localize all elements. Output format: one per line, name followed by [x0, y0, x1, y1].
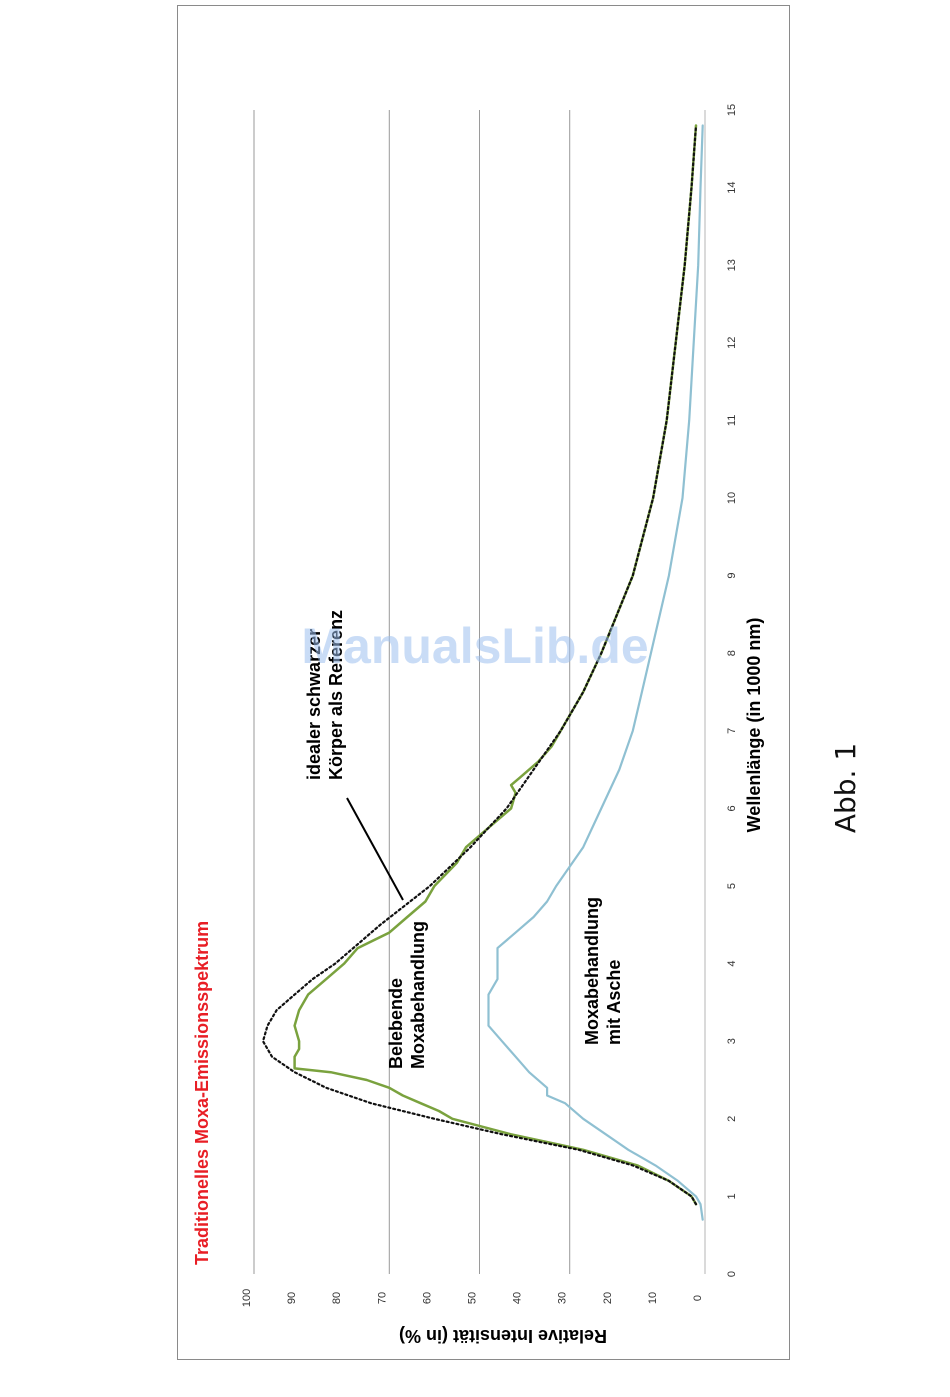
annotation-pointer-line — [346, 797, 404, 901]
figure-caption: Abb. 1 — [829, 743, 862, 833]
chart-frame — [177, 5, 790, 1360]
gridlines — [253, 110, 706, 1274]
y-tick-label: 10 — [647, 1292, 659, 1304]
annotation-asche: Moxabehandlung mit Asche — [582, 892, 624, 1045]
watermark: ManualsLib.de — [301, 618, 648, 674]
annotation-reference-line2: Körper als Referenz — [326, 610, 346, 780]
x-tick-label: 9 — [726, 573, 738, 579]
x-tick-label: 8 — [726, 650, 738, 656]
y-tick-label: 40 — [512, 1292, 524, 1304]
x-tick-label: 2 — [726, 1116, 738, 1122]
y-tick-label: 50 — [467, 1292, 479, 1304]
y-tick-label: 0 — [692, 1295, 704, 1301]
y-tick-label: 100 — [241, 1289, 253, 1307]
annotation-reference-line1: idealer schwarzer — [304, 629, 324, 780]
x-axis-title: Wellenlänge (in 1000 nm) — [744, 618, 764, 833]
series-group — [261, 124, 704, 1221]
annotation-belebende: Belebende Moxabehandlung — [386, 921, 428, 1069]
x-tick-label: 7 — [726, 728, 738, 734]
y-tick-label: 80 — [331, 1292, 343, 1304]
x-tick-label: 15 — [726, 104, 738, 116]
annotation-belebende-line1: Belebende — [386, 978, 406, 1069]
x-tick-label: 13 — [726, 259, 738, 271]
annotation-asche-line1: Moxabehandlung — [582, 897, 602, 1045]
y-tick-label: 70 — [376, 1292, 388, 1304]
series-moxa-asche — [487, 124, 704, 1221]
series-reference-curve — [261, 124, 698, 1206]
x-tick-label: 0 — [726, 1271, 738, 1277]
x-tick-label: 12 — [726, 337, 738, 349]
x-tick-label: 1 — [726, 1193, 738, 1199]
x-tick-label: 5 — [726, 883, 738, 889]
y-tick-labels: 0 10 20 30 40 50 60 70 80 90 100 — [241, 1289, 704, 1307]
chart-title: Traditionelles Moxa-Emissionsspektrum — [192, 921, 212, 1265]
y-axis-title: Relative Intensität (in %) — [399, 1326, 607, 1346]
x-tick-label: 11 — [726, 415, 738, 426]
y-tick-label: 30 — [557, 1292, 569, 1304]
y-tick-label: 90 — [286, 1292, 298, 1304]
y-tick-label: 20 — [602, 1292, 614, 1304]
x-tick-label: 4 — [726, 961, 738, 967]
x-tick-label: 6 — [726, 805, 738, 811]
annotation-asche-line2: mit Asche — [604, 960, 624, 1045]
x-tick-label: 14 — [726, 181, 738, 193]
y-tick-label: 60 — [421, 1292, 433, 1304]
annotation-reference: idealer schwarzer Körper als Referenz — [304, 610, 346, 780]
x-tick-label: 3 — [726, 1038, 738, 1044]
annotation-belebende-line2: Moxabehandlung — [408, 921, 428, 1069]
x-tick-label: 10 — [726, 492, 738, 504]
